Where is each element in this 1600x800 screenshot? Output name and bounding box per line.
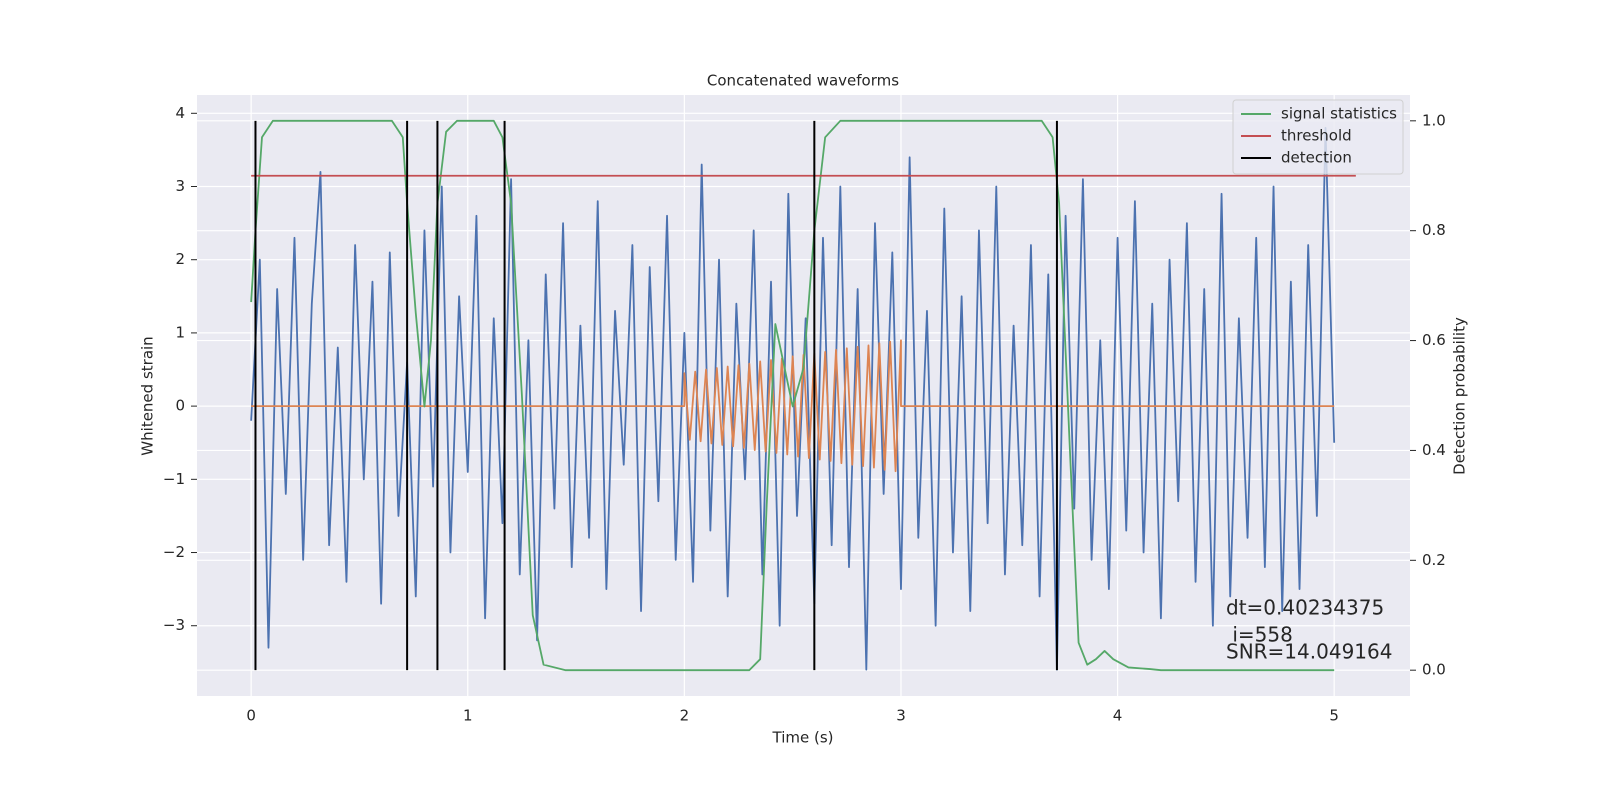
marks (250, 119, 1356, 672)
x-tick-label: 4 (1113, 707, 1123, 725)
legend-label: signal statistics (1281, 105, 1397, 123)
y-tick-label: −3 (163, 616, 185, 634)
y-tick-label: 2 (175, 250, 185, 268)
line (250, 119, 1335, 672)
y-tick-label: 4 (175, 104, 185, 122)
y-axis-label: Whitened strain (139, 336, 157, 455)
legend-label: threshold (1281, 127, 1352, 145)
y-tick-label: 0 (175, 397, 185, 415)
chart-title: Concatenated waveforms (707, 72, 899, 90)
legend: signal statistics threshold detection (1232, 99, 1404, 175)
x-tick-label: 0 (246, 707, 256, 725)
y2-tick-label: 0.6 (1422, 331, 1446, 349)
grid (197, 95, 1410, 696)
y-tick-label: −2 (163, 543, 185, 561)
y2-tick-label: 0.4 (1422, 441, 1446, 459)
annotation: dt=0.40234375 (1226, 596, 1384, 620)
y2-tick-label: 0.0 (1422, 661, 1446, 679)
line (250, 127, 1336, 671)
x-tick-label: 3 (896, 707, 906, 725)
legend-box (1232, 99, 1404, 175)
y-tick-label: 3 (175, 177, 185, 195)
x-axis-label: Time (s) (772, 729, 834, 747)
annotation: i=558 (1226, 623, 1293, 647)
y-tick-label: 1 (175, 323, 185, 341)
y2-tick-label: 1.0 (1422, 111, 1446, 129)
y2-tick-label: 0.8 (1422, 221, 1446, 239)
line (251, 339, 1335, 473)
legend-label: detection (1281, 149, 1352, 167)
y2-axis-label: Detection probability (1451, 317, 1469, 475)
x-tick-label: 1 (463, 707, 473, 725)
y2-tick-label: 0.2 (1422, 551, 1446, 569)
x-tick-label: 5 (1329, 707, 1339, 725)
annotation: SNR=14.049164 (1226, 640, 1392, 664)
y-tick-label: −1 (163, 470, 185, 488)
x-tick-label: 2 (680, 707, 690, 725)
